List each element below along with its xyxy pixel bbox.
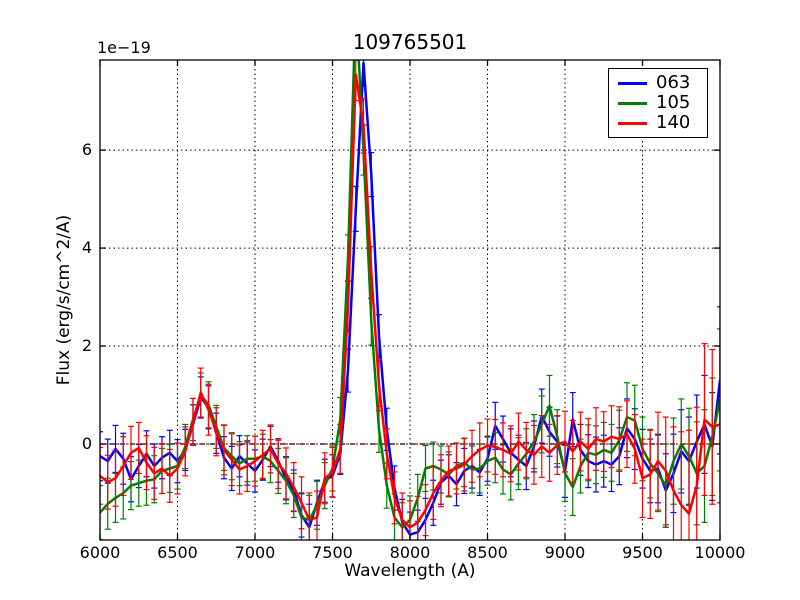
- x-tick-label: 6000: [79, 543, 121, 562]
- x-tick-label: 7500: [312, 543, 353, 562]
- y-axis-offset-text: 1e−19: [97, 38, 151, 57]
- x-tick-label: 10000: [694, 543, 746, 562]
- legend-line-063: [618, 81, 647, 85]
- y-tick-label: 2: [81, 336, 92, 356]
- x-tick-label: 8000: [389, 543, 431, 562]
- legend-items: 063 105 140: [618, 73, 698, 133]
- x-tick-label: 7000: [234, 543, 276, 562]
- legend-line-140: [618, 121, 647, 125]
- legend-label: 140: [656, 112, 691, 133]
- legend-item-140: 140: [618, 113, 698, 133]
- legend-line-105: [618, 101, 647, 105]
- y-tick-label: 0: [81, 434, 92, 453]
- y-tick-label: 4: [81, 238, 92, 258]
- x-tick-label: 6500: [157, 543, 198, 562]
- legend: 063 105 140: [608, 68, 708, 138]
- x-tick-label: 9500: [622, 543, 663, 562]
- legend-label: 105: [656, 92, 691, 113]
- legend-item-063: 063: [618, 73, 698, 93]
- x-tick-label: 9000: [544, 543, 586, 562]
- x-tick-label: 8500: [467, 543, 508, 562]
- series-140: [100, 60, 720, 540]
- x-axis-label: Wavelength (A): [344, 561, 476, 581]
- plot-title: 109765501: [352, 30, 468, 54]
- legend-item-105: 105: [618, 93, 698, 113]
- y-axis-label: Flux (erg/s/cm^2/A): [54, 214, 74, 386]
- y-tick-label: 6: [81, 140, 92, 160]
- legend-label: 063: [656, 72, 691, 93]
